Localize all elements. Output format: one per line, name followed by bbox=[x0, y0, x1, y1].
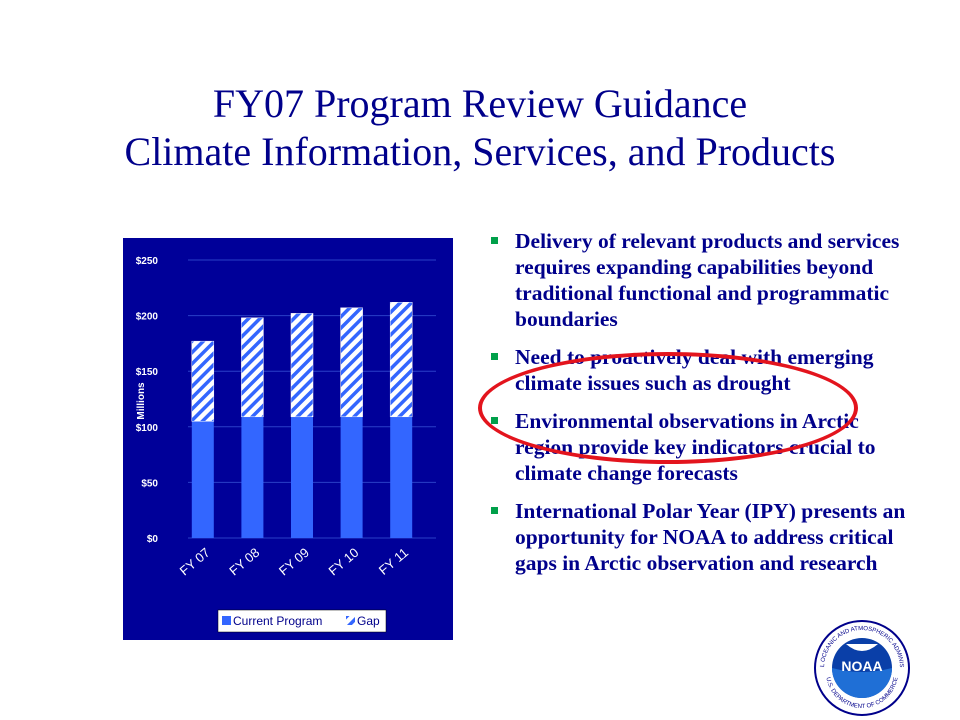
bullet-square-icon bbox=[491, 353, 498, 360]
y-tick-label: $150 bbox=[136, 367, 159, 378]
legend-label-gap: Gap bbox=[357, 614, 380, 628]
y-tick-label: $200 bbox=[136, 312, 159, 323]
bar-current-program bbox=[191, 421, 214, 538]
chart-panel: $0 $50 $100 $150 $200 $250 FY 07 FY 08 FY 09 FY … bbox=[123, 238, 453, 640]
bullet-item: Need to proactively deal with emerging c… bbox=[487, 344, 917, 396]
y-tick-label: $100 bbox=[136, 423, 159, 434]
bullet-list: Delivery of relevant products and servic… bbox=[487, 228, 917, 588]
y-tick-label: $0 bbox=[147, 534, 159, 545]
bar-current-program bbox=[340, 416, 363, 538]
bullet-item: Delivery of relevant products and servic… bbox=[487, 228, 917, 332]
bullet-item: Environmental observations in Arctic reg… bbox=[487, 408, 917, 486]
noaa-logo: NATIONAL OCEANIC AND ATMOSPHERIC ADMINIS… bbox=[812, 618, 910, 716]
bar-current-program bbox=[241, 416, 264, 538]
bar-gap bbox=[340, 307, 363, 418]
bullet-item: International Polar Year (IPY) presents … bbox=[487, 498, 917, 576]
y-tick-label: $50 bbox=[141, 478, 158, 489]
bullet-square-icon bbox=[491, 237, 498, 244]
bar-gap bbox=[241, 317, 264, 418]
bullet-text: Need to proactively deal with emerging c… bbox=[515, 345, 874, 395]
legend-swatch-gap bbox=[346, 616, 355, 625]
chart-legend: Current Program Gap bbox=[217, 609, 387, 633]
logo-wordmark: NOAA bbox=[841, 658, 882, 674]
bar-gap bbox=[290, 313, 314, 418]
bar-gap bbox=[389, 302, 413, 418]
x-tick-label: FY 10 bbox=[325, 545, 361, 579]
legend-label-current-program: Current Program bbox=[233, 614, 322, 628]
bullet-square-icon bbox=[491, 507, 498, 514]
bullet-text: International Polar Year (IPY) presents … bbox=[515, 499, 906, 575]
bullet-text: Environmental observations in Arctic reg… bbox=[515, 409, 876, 485]
bar-gap bbox=[191, 340, 215, 422]
slide-title-line-2: Climate Information, Services, and Produ… bbox=[124, 129, 836, 174]
x-tick-label: FY 11 bbox=[376, 545, 411, 578]
legend-box bbox=[217, 609, 387, 633]
legend-swatch-current-program bbox=[222, 616, 231, 625]
bullet-text: Delivery of relevant products and servic… bbox=[515, 229, 900, 331]
x-tick-label: FY 07 bbox=[177, 545, 213, 579]
stacked-bar-chart: $0 $50 $100 $150 $200 $250 FY 07 FY 08 FY 09 FY … bbox=[136, 256, 436, 633]
slide-title-line-1: FY07 Program Review Guidance bbox=[212, 81, 748, 126]
x-tick-label: FY 08 bbox=[226, 545, 262, 579]
bar-current-program bbox=[291, 416, 313, 538]
bar-current-program bbox=[390, 416, 413, 538]
bullet-square-icon bbox=[491, 417, 498, 424]
y-tick-label: $250 bbox=[136, 256, 159, 267]
x-tick-label: FY 09 bbox=[276, 545, 312, 579]
y-axis-label: Millions bbox=[136, 382, 147, 420]
